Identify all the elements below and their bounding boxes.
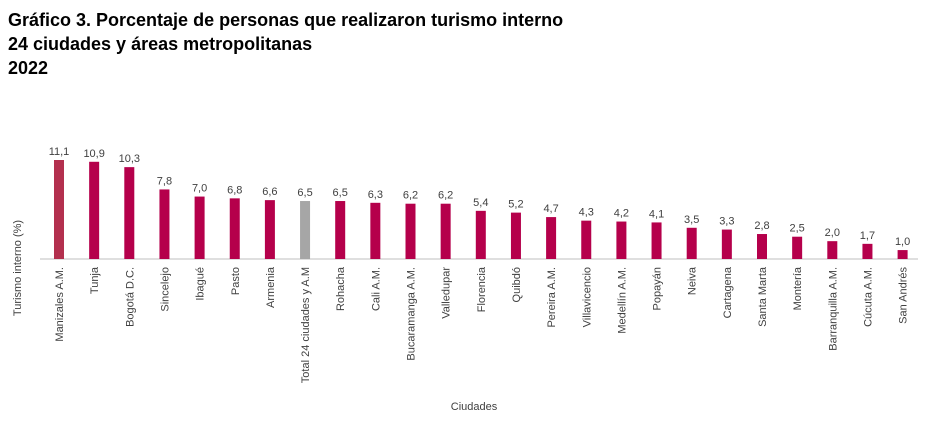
bar-14 (546, 217, 557, 259)
bar-5 (229, 198, 240, 259)
data-label-13: 5,2 (508, 199, 523, 211)
x-tick-label-18: Neiva (687, 266, 699, 295)
x-tick-label-20: Santa Marta (757, 266, 769, 327)
data-label-7: 6,5 (297, 187, 312, 199)
x-tick-label-22: Barranquilla A.M. (827, 267, 839, 351)
bar-1 (89, 161, 100, 259)
x-tick-label-3: Sincelejo (159, 267, 171, 312)
bar-6 (264, 200, 275, 259)
x-tick-label-19: Cartagena (722, 266, 734, 318)
data-label-22: 2,0 (825, 227, 840, 239)
x-tick-label-8: Rohacha (335, 266, 347, 311)
bar-23 (862, 243, 873, 259)
title-line-2: 24 ciudades y áreas metropolitanas (8, 34, 313, 54)
bar-24 (897, 250, 908, 259)
x-tick-label-7: Total 24 ciudades y A.M (300, 267, 312, 383)
x-tick-label-12: Florencia (476, 266, 488, 312)
x-tick-label-1: Tunja (89, 266, 101, 294)
bar-17 (651, 222, 662, 259)
data-label-16: 4,2 (614, 208, 629, 220)
x-tick-label-2: Bogotá D.C. (124, 267, 136, 327)
data-label-14: 4,7 (543, 203, 558, 215)
x-tick-label-23: Cúcuta A.M. (862, 267, 874, 327)
x-tick-label-24: San Andrés (898, 267, 910, 324)
x-tick-label-0: Manizales A.M. (54, 267, 66, 342)
x-tick-label-5: Pasto (230, 267, 242, 295)
bar-22 (827, 241, 838, 259)
x-tick-label-10: Bucaramanga A.M. (406, 267, 418, 361)
title-line-1: Gráfico 3. Porcentaje de personas que re… (8, 10, 564, 30)
bar-7 (300, 201, 311, 259)
x-tick-label-14: Pereira A.M. (546, 267, 558, 328)
bar-21 (792, 236, 803, 259)
bar-11 (440, 203, 451, 259)
x-tick-label-6: Armenia (265, 266, 277, 308)
data-label-4: 7,0 (192, 183, 207, 195)
data-label-20: 2,8 (754, 220, 769, 232)
data-label-19: 3,3 (719, 216, 734, 228)
data-label-17: 4,1 (649, 208, 664, 220)
data-label-12: 5,4 (473, 197, 488, 209)
bar-13 (510, 212, 521, 259)
bar-20 (757, 234, 767, 259)
bar-4 (194, 196, 205, 259)
bar-10 (405, 203, 416, 259)
bar-18 (686, 227, 697, 259)
bar-15 (581, 220, 592, 259)
data-label-0: 11,1 (49, 146, 70, 158)
bar-3 (159, 189, 170, 259)
title-line-3: 2022 (8, 58, 49, 78)
bar-2 (124, 167, 135, 259)
bar-16 (616, 221, 627, 259)
data-label-11: 6,2 (438, 190, 453, 202)
data-label-15: 4,3 (579, 207, 594, 219)
data-label-1: 10,9 (83, 148, 104, 160)
chart-title: Gráfico 3. Porcentaje de personas que re… (8, 8, 563, 80)
x-tick-label-21: Montería (792, 266, 804, 310)
data-label-9: 6,3 (368, 189, 383, 201)
x-tick-label-9: Cali A.M. (370, 267, 382, 311)
data-label-5: 6,8 (227, 184, 242, 196)
x-tick-label-17: Popayán (652, 267, 664, 310)
bar-12 (475, 210, 486, 259)
y-axis-title: Turismo interno (%) (12, 220, 24, 316)
bar-0 (54, 160, 64, 259)
data-label-3: 7,8 (157, 175, 172, 187)
data-label-8: 6,5 (333, 187, 348, 199)
x-tick-label-15: Villavicencio (581, 267, 593, 327)
x-tick-label-16: Medellín A.M. (616, 267, 628, 334)
data-label-24: 1,0 (895, 236, 910, 248)
data-label-23: 1,7 (860, 230, 875, 242)
data-label-21: 2,5 (790, 223, 805, 235)
x-tick-label-4: Ibagué (195, 267, 207, 301)
data-label-18: 3,5 (684, 214, 699, 226)
bar-8 (335, 201, 346, 259)
data-label-10: 6,2 (403, 190, 418, 202)
bar-19 (721, 229, 732, 259)
data-label-2: 10,3 (119, 153, 140, 165)
bar-9 (370, 202, 381, 259)
x-tick-label-11: Valledupar (441, 267, 453, 319)
data-label-6: 6,6 (262, 186, 277, 198)
x-tick-label-13: Quibdó (511, 267, 523, 302)
x-axis-title: Ciudades (451, 401, 498, 413)
